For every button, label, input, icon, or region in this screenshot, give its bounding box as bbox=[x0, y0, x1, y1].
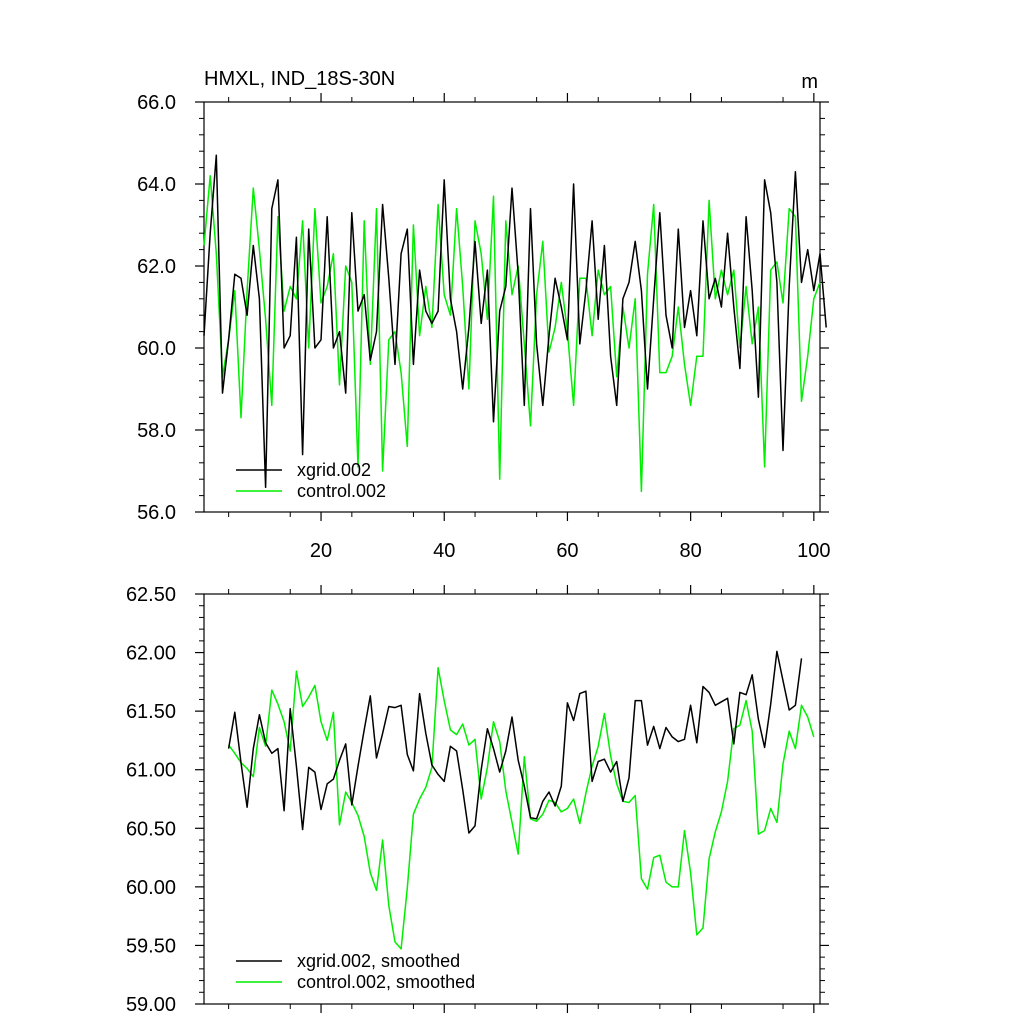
y-tick-label: 62.0 bbox=[137, 256, 176, 278]
x-tick-label: 100 bbox=[797, 540, 830, 562]
legend-label-control-smoothed: control.002, smoothed bbox=[297, 972, 475, 992]
plot-frame bbox=[203, 101, 821, 513]
units-label: m bbox=[801, 71, 818, 93]
y-tick-label: 58.0 bbox=[137, 420, 176, 442]
y-tick-label: 59.50 bbox=[126, 935, 176, 957]
series-line-control-002-smoothed bbox=[228, 667, 815, 950]
series-line-xgrid-002-smoothed bbox=[227, 650, 803, 834]
top-panel: HMXL, IND_18S-30N m 56.0 58.0 60.0 62.0 64.0… bbox=[137, 68, 830, 562]
x-tick-label: 20 bbox=[310, 540, 332, 562]
legend: xgrid.002 control.002 bbox=[236, 460, 386, 501]
y-tick-label: 66.0 bbox=[137, 92, 176, 114]
legend-label-xgrid: xgrid.002 bbox=[297, 460, 371, 480]
y-tick-label: 62.00 bbox=[126, 643, 176, 665]
legend: xgrid.002, smoothed control.002, smoothe… bbox=[236, 951, 475, 992]
y-tick-label: 60.50 bbox=[126, 818, 176, 840]
x-tick-label: 60 bbox=[556, 540, 578, 562]
chart-title: HMXL, IND_18S-30N bbox=[204, 68, 395, 90]
legend-label-control: control.002 bbox=[297, 481, 386, 501]
y-tick-label: 60.0 bbox=[137, 338, 176, 360]
y-tick-label: 60.00 bbox=[126, 877, 176, 899]
y-tick-label: 62.50 bbox=[126, 584, 176, 606]
legend-label-xgrid-smoothed: xgrid.002, smoothed bbox=[297, 951, 460, 971]
y-tick-label: 59.00 bbox=[126, 994, 176, 1016]
plot-frame bbox=[203, 593, 821, 1005]
x-tick-label: 40 bbox=[433, 540, 455, 562]
series-line-xgrid-002 bbox=[203, 154, 827, 489]
y-tick-label: 64.0 bbox=[137, 174, 176, 196]
y-tick-label: 56.0 bbox=[137, 502, 176, 524]
bottom-panel: 59.00 59.50 60.00 60.50 61.00 61.50 62.00 62.50… bbox=[126, 584, 829, 1016]
y-tick-label: 61.00 bbox=[126, 760, 176, 782]
x-tick-label: 80 bbox=[680, 540, 702, 562]
y-tick-label: 61.50 bbox=[126, 701, 176, 723]
